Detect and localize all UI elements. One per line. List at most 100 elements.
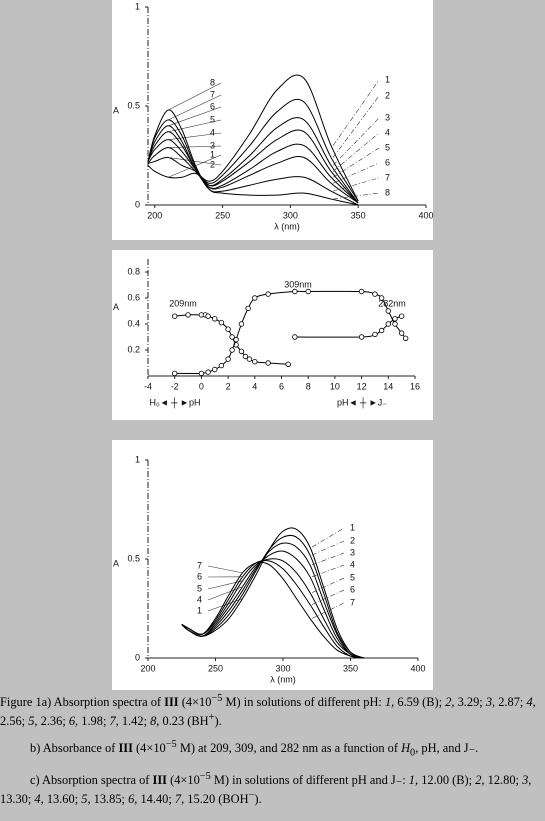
marker: [305, 288, 311, 295]
series-label: 4: [350, 559, 355, 569]
panel: [112, 0, 433, 240]
caption-text: 6,: [128, 792, 138, 807]
caption-paragraph: b) Absorbance of III (4×10−5 M) at 209, …: [0, 737, 541, 761]
caption-text: ).: [254, 792, 262, 807]
marker: [292, 288, 298, 295]
series-label: 3: [350, 547, 355, 557]
annotation: H₀◄ ┼ ►pH: [150, 396, 201, 408]
y-tick-label: 0.5: [127, 553, 140, 563]
y-tick-label: 1: [135, 454, 140, 464]
series-label: 282nm: [378, 298, 406, 308]
caption-text: H: [401, 741, 411, 756]
caption-text: 14.40;: [137, 792, 175, 807]
marker: [358, 334, 365, 340]
marker: [205, 369, 211, 375]
y-tick-label: 0: [135, 652, 140, 662]
leader: [332, 95, 380, 158]
marker: [225, 356, 231, 362]
caption-text: 1,: [408, 772, 419, 787]
marker: [372, 291, 378, 297]
caption-text: −5: [211, 693, 223, 704]
series-label: 6: [210, 101, 215, 111]
marker: [245, 305, 251, 312]
leader: [332, 79, 380, 146]
caption-text: III: [152, 772, 167, 787]
marker: [198, 370, 205, 377]
caption-text: 12.80;: [484, 772, 523, 787]
series-label: 1: [210, 149, 215, 159]
leader: [168, 145, 222, 148]
curve: [147, 125, 359, 204]
x-tick-label: 14: [383, 381, 393, 391]
caption-text: 5,: [81, 792, 91, 807]
leader: [168, 157, 222, 166]
caption-text: 5,: [28, 714, 38, 729]
x-tick-label: 300: [275, 663, 290, 673]
marker: [385, 308, 391, 314]
panel: [112, 440, 433, 690]
x-tick-label: 250: [208, 663, 223, 673]
series-label: 6: [197, 571, 202, 581]
caption-text: , pH, and J₋.: [415, 741, 479, 756]
caption-text: −5: [199, 770, 211, 782]
leader: [332, 162, 380, 184]
marker: [185, 312, 191, 318]
leader: [311, 540, 345, 556]
x-tick-label: 200: [147, 210, 162, 220]
leader: [168, 106, 222, 127]
caption-text: 2.56;: [0, 714, 29, 729]
caption-text: 1.98;: [78, 714, 110, 729]
caption-text: III: [118, 741, 133, 756]
caption-text: ).: [214, 714, 222, 729]
series-label: 7: [385, 172, 390, 182]
annotation: pH◄ ┼ ►J₋: [337, 396, 387, 408]
x-tick-label: 16: [410, 381, 420, 391]
x-tick-label: 250: [215, 210, 230, 220]
marker: [402, 335, 409, 341]
caption-text: 2,: [445, 695, 455, 710]
marker: [252, 295, 258, 301]
leader: [333, 192, 380, 200]
curve: [147, 117, 359, 204]
series-label: 1: [350, 522, 355, 532]
marker: [229, 334, 235, 340]
caption-text: 2,: [475, 772, 485, 787]
caption-text: 13.60;: [43, 792, 82, 807]
curve: [181, 550, 365, 659]
leader: [311, 527, 345, 548]
caption-text: 4,: [34, 792, 44, 807]
marker: [392, 321, 398, 327]
caption-text: −5: [165, 739, 177, 751]
marker: [218, 362, 225, 369]
series-label: 7: [210, 89, 215, 99]
x-tick-label: 12: [357, 381, 367, 391]
marker: [385, 321, 391, 327]
marker: [242, 353, 249, 360]
marker: [378, 295, 385, 301]
caption-text: 8,: [150, 714, 160, 729]
caption-text: 15.20 (BOH: [184, 792, 249, 807]
series-label: 2: [210, 159, 215, 169]
y-tick-label: 0.5: [127, 100, 140, 110]
x-axis-label: λ (nm): [270, 674, 296, 684]
caption-text: 6.59 (B);: [394, 695, 446, 710]
y-tick-label: 0.4: [127, 318, 140, 328]
caption-text: III: [164, 695, 179, 710]
marker: [246, 356, 253, 362]
caption: Figure 1a) Absorption spectra of III (4×…: [0, 691, 541, 815]
x-tick-label: 200: [140, 663, 155, 673]
y-axis-label: A: [113, 105, 119, 115]
caption-text: +: [208, 712, 215, 724]
caption-text: c) Absorption spectra of: [30, 772, 153, 787]
marker: [225, 326, 231, 332]
caption-text: 3,: [485, 695, 496, 710]
series-label: 309nm: [284, 279, 312, 289]
series-label: 1: [197, 605, 202, 615]
caption-text: b) Absorbance of: [30, 741, 119, 756]
caption-text: 13.30;: [0, 792, 35, 807]
marker: [229, 347, 235, 353]
x-tick-label: 4: [252, 381, 257, 391]
series-label: 6: [350, 584, 355, 594]
